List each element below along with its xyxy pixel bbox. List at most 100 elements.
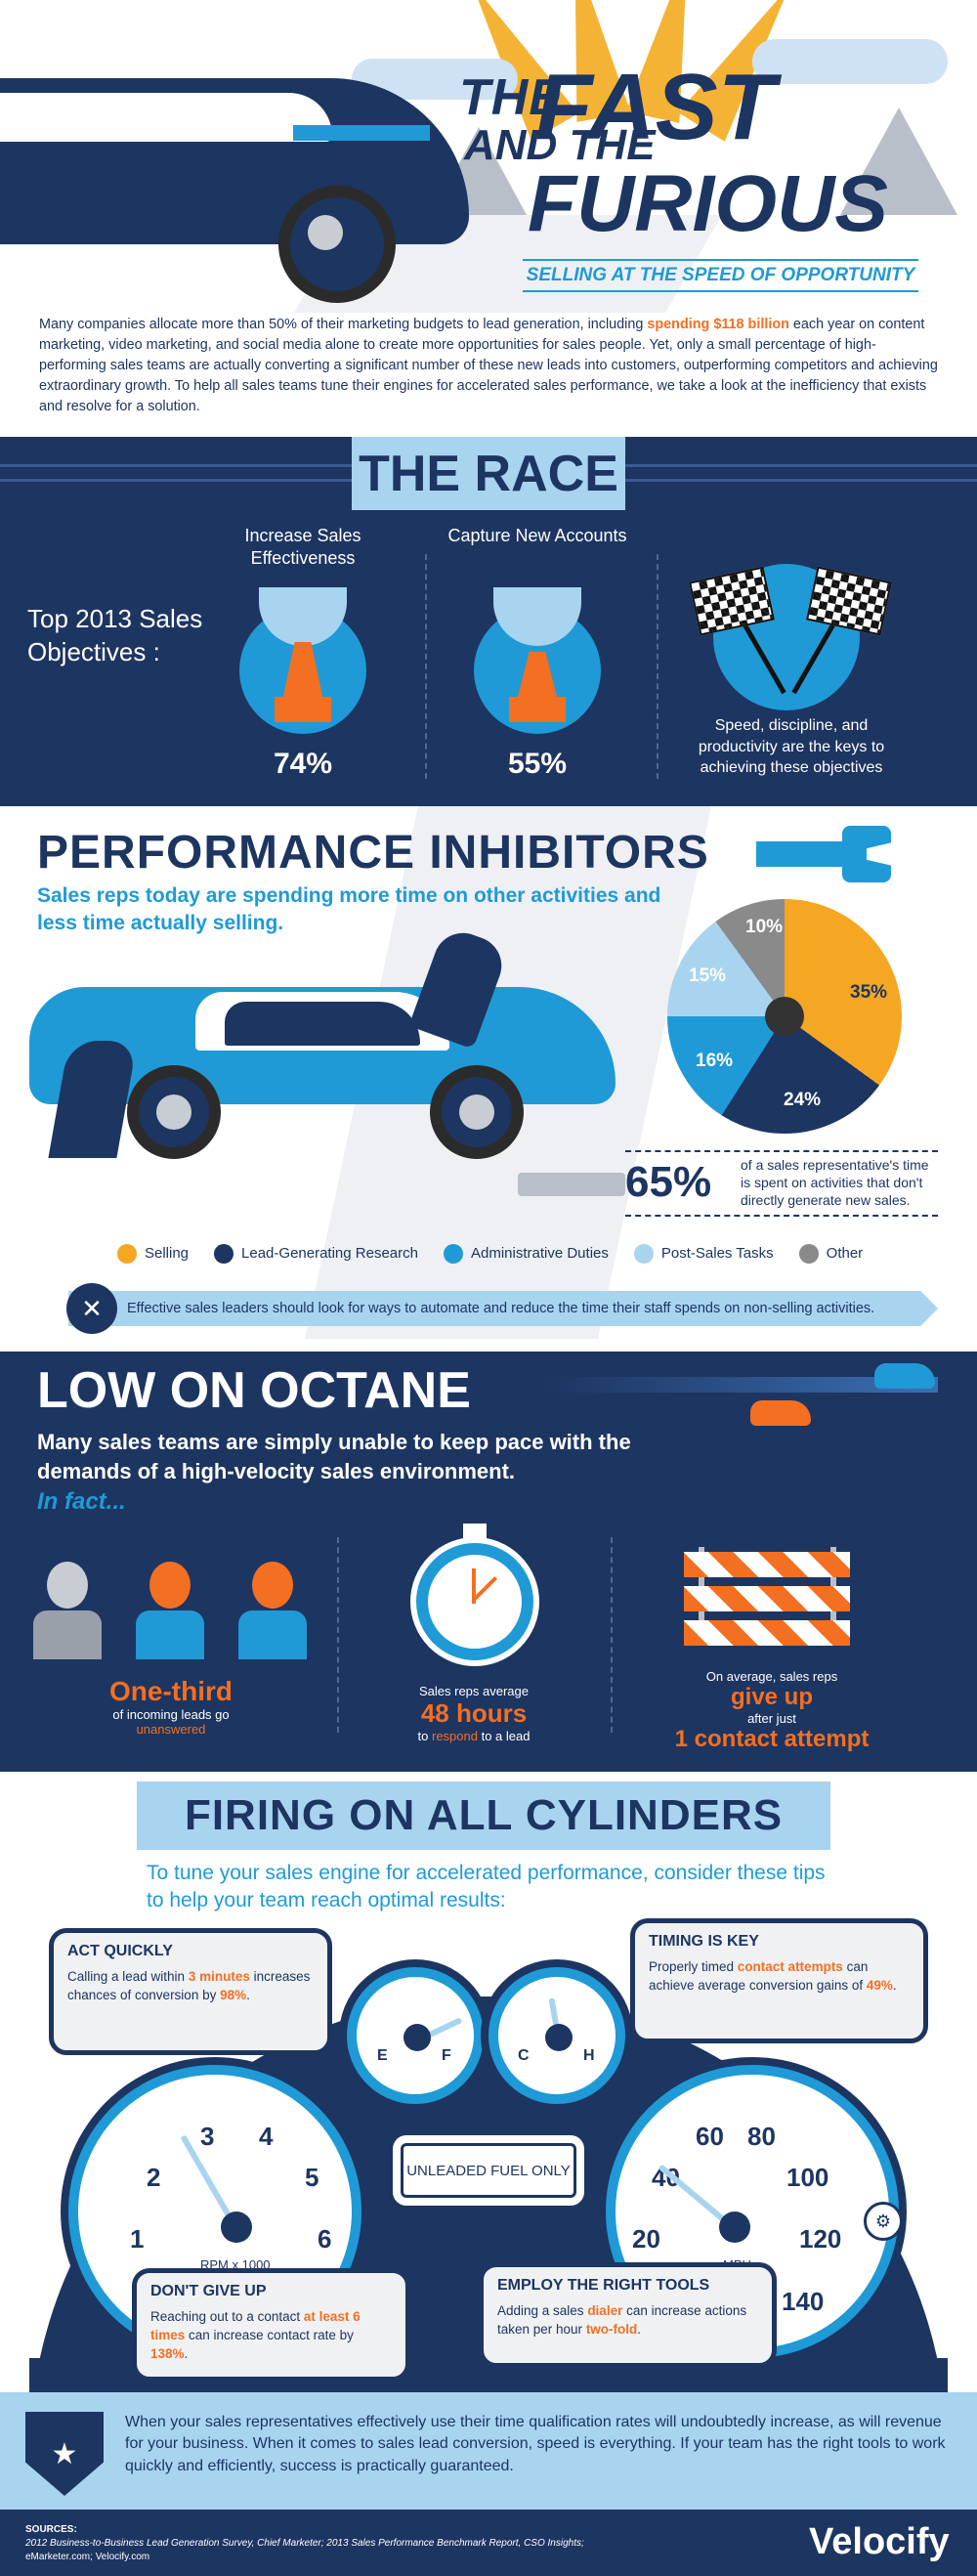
hero-car-wheel [278, 186, 396, 303]
sources-line: 2012 Business-to-Business Lead Generatio… [25, 2538, 584, 2549]
barricade-icon [684, 1552, 850, 1577]
legend-item: Administrative Duties [443, 1244, 609, 1264]
speed-lines [547, 1377, 938, 1393]
stat-value: 65% [625, 1158, 712, 1206]
hero-car-window [0, 93, 332, 142]
wrench-icon [756, 841, 854, 867]
stopwatch-hand [472, 1568, 476, 1604]
card-title: DON'T GIVE UP [150, 2283, 267, 2299]
firing-section: FIRING ON ALL CYLINDERS To tune your sal… [0, 1772, 977, 2397]
race-section: THE RACE Top 2013 Sales Objectives : Inc… [0, 437, 977, 806]
give-up-stat: On average, sales reps give up after jus… [625, 1669, 918, 1753]
legend-item: Selling [117, 1244, 189, 1264]
stat-text-part: to a lead [477, 1729, 531, 1743]
race-car-window-dark [225, 1002, 420, 1046]
card-highlight: contact attempts [737, 1959, 843, 1974]
fuel-empty-label: E [377, 2047, 388, 2064]
rpm-tick: 3 [200, 2122, 215, 2151]
card-text-part: Reaching out to a contact [150, 2309, 304, 2324]
card-text: Adding a sales dialer can increase actio… [497, 2302, 758, 2340]
temp-hot-label: H [583, 2047, 595, 2064]
hero-car-stripe [293, 125, 430, 141]
mph-tick: 120 [799, 2224, 842, 2254]
barricade-icon [684, 1620, 850, 1646]
divider [657, 554, 658, 779]
title-furious: FURIOUS [528, 159, 888, 248]
legend-item: Other [798, 1244, 864, 1264]
objective-caption: Increase Sales Effectiveness [244, 526, 361, 569]
stat-text: to respond to a lead [361, 1729, 586, 1743]
mph-tick: 80 [747, 2122, 776, 2151]
hours-value: 48 hours [420, 1698, 528, 1728]
stat-text: of incoming leads go [112, 1707, 230, 1722]
divider [425, 554, 427, 779]
mph-tick: 100 [786, 2163, 829, 2192]
legend-label: Administrative Duties [470, 1244, 609, 1262]
sources: SOURCES: 2012 Business-to-Business Lead … [25, 2523, 612, 2564]
stat-text: On average, sales reps [705, 1669, 838, 1684]
intro-text: each year on content marketing, video ma… [39, 317, 938, 414]
mph-tick: 20 [632, 2224, 660, 2254]
legend-label: Selling [145, 1244, 190, 1262]
card-text: Properly timed contact attempts can achi… [649, 1958, 910, 1996]
wrench-head-icon [842, 826, 891, 882]
card-text-part: . [637, 2321, 642, 2337]
sources-line: eMarketer.com; Velocify.com [25, 2552, 150, 2562]
card-highlight: 98% [220, 1987, 247, 2002]
give-up-value: give up [730, 1684, 813, 1710]
card-text-part: increases chances of conversion by [67, 1969, 311, 2002]
tools-icon: ✕ [66, 1283, 117, 1334]
mph-tick: 140 [782, 2287, 825, 2316]
stat-box [625, 1150, 938, 1217]
engine-icon: ⚙ [864, 2202, 903, 2241]
pie-label-other: 10% [745, 917, 784, 937]
card-text-part: can increase contact rate by [185, 2327, 354, 2342]
low-octane-title: LOW ON OCTANE [37, 1362, 471, 1419]
pie-label-admin: 16% [696, 1051, 734, 1071]
card-text: Reaching out to a contact at least 6 tim… [150, 2308, 392, 2364]
velocify-logo: Velocify [809, 2521, 950, 2562]
fuel-full-label: F [442, 2047, 451, 2064]
card-text-part: can achieve average conversion gains of [649, 1959, 869, 1993]
card-highlight: 3 minutes [188, 1969, 250, 1984]
hero-intro: Many companies allocate more than 50% of… [39, 315, 938, 416]
conclusion-text: When your sales representatives effectiv… [125, 2414, 946, 2474]
card-title: ACT QUICKLY [67, 1943, 173, 1959]
race-car-wheel [430, 1065, 524, 1159]
unanswered-stat: One-third of incoming leads go unanswere… [39, 1676, 303, 1737]
legend-label: Other [826, 1244, 864, 1262]
legend-item: Post-Sales Tasks [633, 1244, 774, 1264]
pie-label-post-sales: 15% [689, 966, 727, 986]
objective-caption: Capture New Accounts [447, 526, 627, 545]
stat-text-part: to [417, 1729, 432, 1743]
card-text-part: . [892, 1977, 897, 1993]
in-fact-label: In fact... [37, 1488, 126, 1515]
objective-value: 74% [273, 748, 333, 780]
pie-label-research: 24% [784, 1090, 822, 1110]
objective-value: 55% [507, 748, 568, 780]
pie-center [765, 997, 804, 1036]
divider [337, 1537, 339, 1733]
pie-label-selling: 35% [850, 982, 888, 1003]
tip-card-right-tools: EMPLOY THE RIGHT TOOLS Adding a sales di… [479, 2262, 777, 2368]
orange-car-icon [750, 1400, 811, 1426]
card-text: Calling a lead within 3 minutes increase… [67, 1968, 314, 2005]
stat-text: of a sales representative's time is spen… [741, 1157, 929, 1209]
rpm-tick: 4 [259, 2122, 274, 2151]
firing-subtitle: To tune your sales engine for accelerate… [147, 1862, 826, 1912]
objective-2: Capture New Accounts 55% [440, 525, 635, 781]
rpm-tick: 5 [305, 2163, 319, 2192]
hero-subtitle: SELLING AT THE SPEED OF OPPORTUNITY [523, 259, 918, 292]
response-time-stat: Sales reps average 48 hours to respond t… [361, 1684, 586, 1743]
barricade-icon [684, 1586, 850, 1611]
card-text-part: Adding a sales [497, 2303, 588, 2318]
objective-1: Increase Sales Effectiveness 74% [205, 525, 401, 781]
legend-label: Lead-Generating Research [241, 1244, 418, 1262]
mountain [840, 107, 957, 215]
objectives-label: Top 2013 Sales Objectives : [27, 604, 203, 666]
stopwatch-top [463, 1524, 487, 1539]
legend-label: Post-Sales Tasks [660, 1244, 774, 1262]
card-text-part: Properly timed [649, 1959, 738, 1974]
race-title: THE RACE [352, 437, 625, 510]
low-octane-subtitle: Many sales teams are simply unable to ke… [37, 1430, 631, 1483]
